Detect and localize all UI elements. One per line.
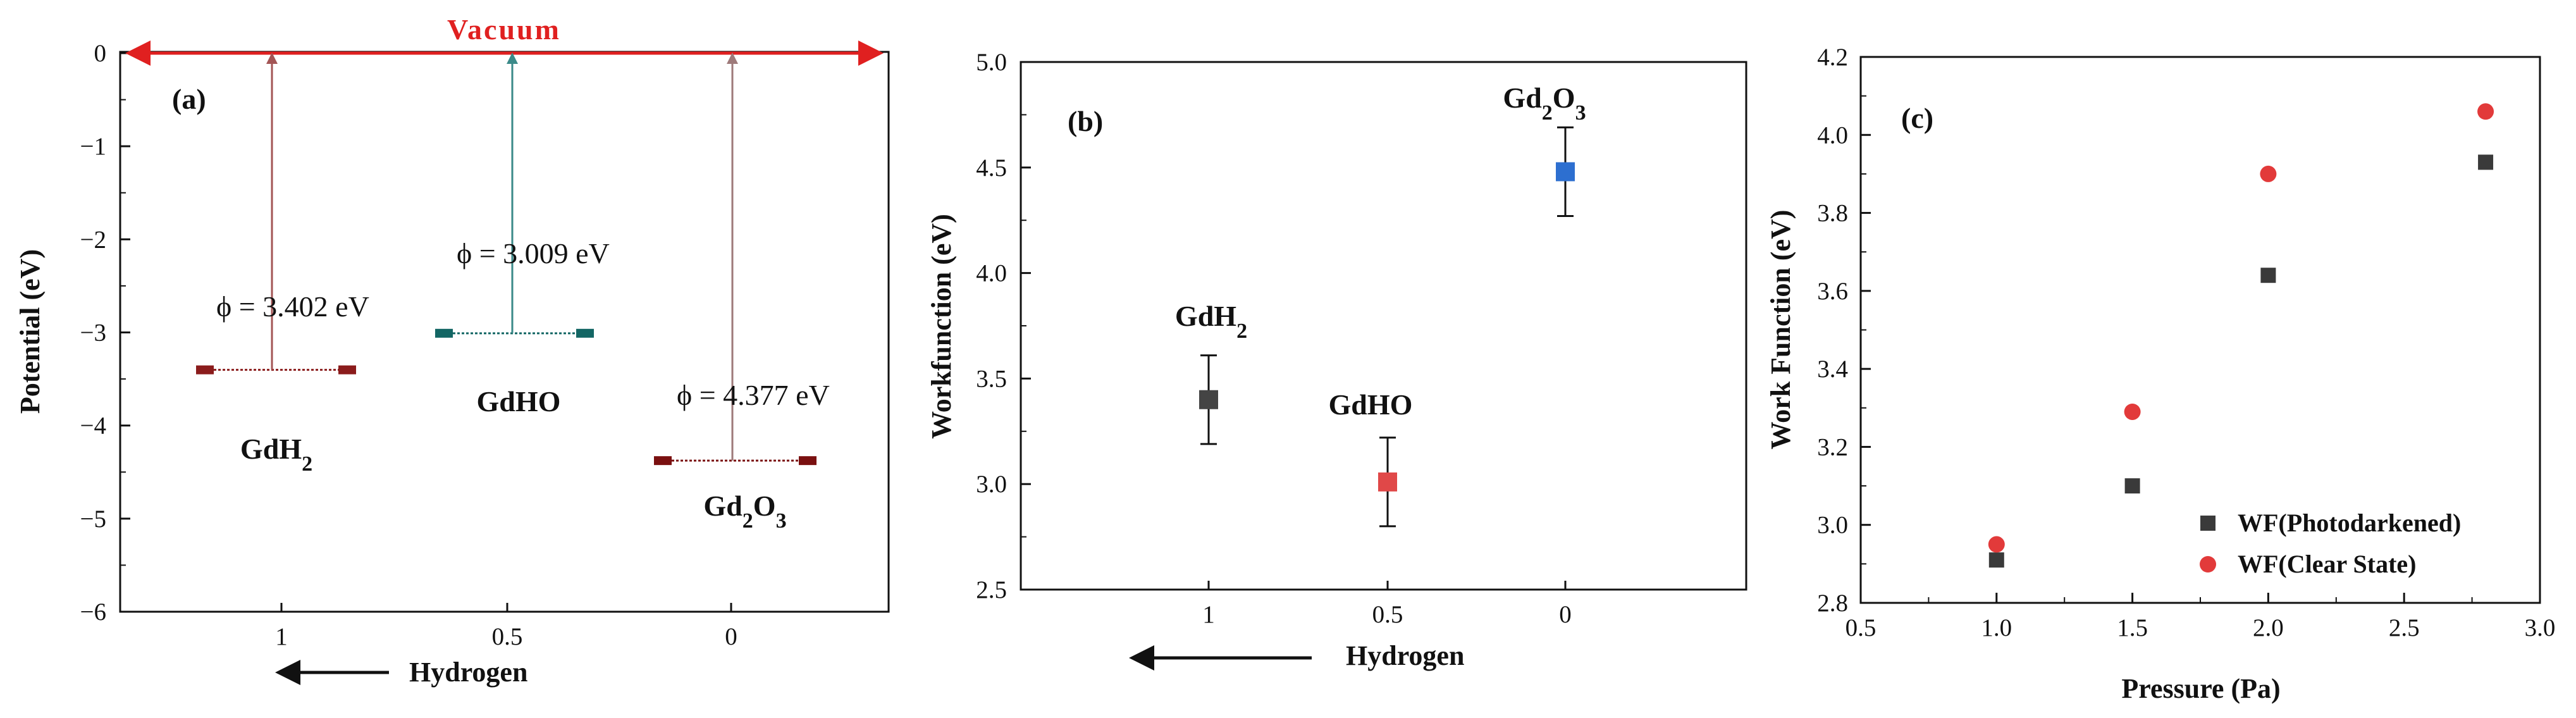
panel-c-y-tick-label: 3.6 xyxy=(1817,278,1848,305)
panel-b-y-tick-label: 3.0 xyxy=(976,471,1007,498)
panel-a-energy-levels: ϕ = 3.402 eV GdH2 ϕ = 3.009 eV GdHO ϕ = 4.37… xyxy=(196,53,830,533)
panel-a: 0−1−2−3−4−5−6 1 0.5 0 Potential (eV) (a) V… xyxy=(15,13,890,688)
panel-b-x-axis-label: Hydrogen xyxy=(1346,640,1464,671)
clear-state-point xyxy=(1988,536,2005,553)
panel-a-y-tick-label: −5 xyxy=(80,505,107,533)
compound-label-Gd2O3: Gd2O3 xyxy=(703,490,786,533)
panel-c-y-ticks: 2.8 3.0 3.2 3.4 3.6 3.8 4.0 4.2 xyxy=(1817,44,1871,617)
panel-b-data: GdH2 GdHO Gd2O3 xyxy=(1175,82,1586,528)
energy-level-cap-left-GdHO xyxy=(435,328,453,338)
panel-a-y-tick-label: −1 xyxy=(80,133,107,160)
panel-b-x-tick-label: 0 xyxy=(1559,601,1572,628)
panel-a-y-tick-label: −6 xyxy=(80,598,107,626)
panel-b: 2.53.03.54.04.55.0 1 0.5 0 Workfunction (e… xyxy=(926,49,1747,671)
panel-b-label: (b) xyxy=(1068,105,1103,137)
point-label-GdH2: GdH2 xyxy=(1175,300,1247,343)
panel-c-label: (c) xyxy=(1901,102,1933,134)
panel-a-y-tick-label: 0 xyxy=(94,40,107,67)
point-label-Gd2O3: Gd2O3 xyxy=(1503,82,1586,125)
panel-b-x-tick-label: 0.5 xyxy=(1372,601,1403,628)
data-point-GdH2 xyxy=(1199,390,1218,409)
panel-c-x-tick-label: 1.0 xyxy=(1981,614,2012,641)
panel-a-label: (a) xyxy=(172,83,206,115)
data-point-GdHO xyxy=(1378,472,1397,492)
energy-level-cap-right-GdH2 xyxy=(338,365,356,374)
panel-c-data xyxy=(1988,103,2494,568)
energy-level-cap-right-Gd2O3 xyxy=(799,456,817,466)
panel-a-y-ticks: 0 −1 −2 −3 −4 −5 −6 xyxy=(80,40,130,626)
panel-c-x-tick-label: 3.0 xyxy=(2525,614,2556,641)
panel-c-y-tick-label: 3.4 xyxy=(1817,356,1848,383)
panel-c-x-tick-label: 0.5 xyxy=(1846,614,1877,641)
panel-b-y-tick-label: 3.5 xyxy=(976,365,1007,392)
panel-a-x-tick-label: 0.5 xyxy=(492,623,523,650)
panel-a-x-axis-label: Hydrogen xyxy=(409,657,527,688)
work-function-label-GdH2: ϕ = 3.402 eV xyxy=(216,290,369,323)
panel-b-x-ticks: 1 0.5 0 xyxy=(1202,581,1572,628)
panel-c-y-axis-label: Work Function (eV) xyxy=(1765,210,1796,450)
panel-c-y-tick-label: 2.8 xyxy=(1817,590,1848,617)
panel-b-y-tick-label: 4.0 xyxy=(976,260,1007,287)
panel-a-frame xyxy=(119,51,890,613)
energy-level-cap-left-GdH2 xyxy=(196,365,214,374)
panel-c-y-tick-label: 4.0 xyxy=(1817,121,1848,149)
panel-b-y-axis-label: Workfunction (eV) xyxy=(926,214,957,439)
panel-a-x-ticks: 1 0.5 0 xyxy=(275,603,737,650)
work-function-label-Gd2O3: ϕ = 4.377 eV xyxy=(677,379,830,411)
panel-a-y-axis-label: Potential (eV) xyxy=(15,249,46,414)
panel-b-y-tick-label: 2.5 xyxy=(976,576,1007,603)
energy-level-cap-right-GdHO xyxy=(576,328,594,338)
panel-c-y-tick-label: 3.8 xyxy=(1817,200,1848,227)
clear-state-point xyxy=(2477,103,2494,120)
legend-marker-photodarkened xyxy=(2200,516,2215,531)
legend-marker-clear-state xyxy=(2200,556,2216,573)
panel-c-y-tick-label: 3.0 xyxy=(1817,512,1848,539)
panel-a-x-tick-label: 1 xyxy=(275,623,288,650)
photodarkened-point xyxy=(2124,478,2140,494)
panel-c: 2.8 3.0 3.2 3.4 3.6 3.8 4.0 4.2 0.5 1.0 1.5 2.0 2.5… xyxy=(1765,44,2555,704)
panel-a-y-tick-label: −3 xyxy=(80,319,107,347)
point-label-GdHO: GdHO xyxy=(1329,388,1413,421)
panel-c-x-tick-label: 1.5 xyxy=(2117,614,2148,641)
photodarkened-point xyxy=(1988,552,2004,568)
vacuum-label: Vacuum xyxy=(447,13,561,46)
panel-a-y-tick-label: −2 xyxy=(80,226,107,253)
panel-c-x-tick-label: 2.0 xyxy=(2253,614,2284,641)
panel-a-x-tick-label: 0 xyxy=(725,623,737,650)
panel-c-y-tick-label: 4.2 xyxy=(1817,44,1848,71)
panel-a-y-tick-label: −4 xyxy=(80,412,107,440)
panel-c-x-axis-label: Pressure (Pa) xyxy=(2121,673,2280,704)
panel-b-y-tick-label: 4.5 xyxy=(976,154,1007,182)
energy-level-cap-left-Gd2O3 xyxy=(654,456,672,466)
panel-c-x-ticks: 0.5 1.0 1.5 2.0 2.5 3.0 xyxy=(1846,593,2556,641)
data-point-Gd2O3 xyxy=(1556,162,1575,182)
panel-b-x-tick-label: 1 xyxy=(1202,601,1215,628)
compound-label-GdHO: GdHO xyxy=(477,385,561,418)
work-function-label-GdHO: ϕ = 3.009 eV xyxy=(457,237,610,269)
compound-label-GdH2: GdH2 xyxy=(240,433,312,476)
clear-state-point xyxy=(2260,165,2277,182)
legend-label-clear-state: WF(Clear State) xyxy=(2238,550,2417,578)
panel-c-x-tick-label: 2.5 xyxy=(2389,614,2420,641)
panel-c-y-tick-label: 3.2 xyxy=(1817,433,1848,461)
photodarkened-point xyxy=(2478,154,2494,170)
photodarkened-point xyxy=(2260,268,2276,283)
panel-b-frame xyxy=(1020,61,1747,591)
panel-b-y-ticks: 2.5 3.0 3.5 4.0 4.5 5.0 xyxy=(976,49,1031,603)
clear-state-point xyxy=(2124,403,2141,420)
panel-c-legend: WF(Photodarkened) WF(Clear State) xyxy=(2200,509,2461,578)
panel-b-y-tick-label: 5.0 xyxy=(976,49,1007,76)
legend-label-photodarkened: WF(Photodarkened) xyxy=(2238,509,2461,537)
